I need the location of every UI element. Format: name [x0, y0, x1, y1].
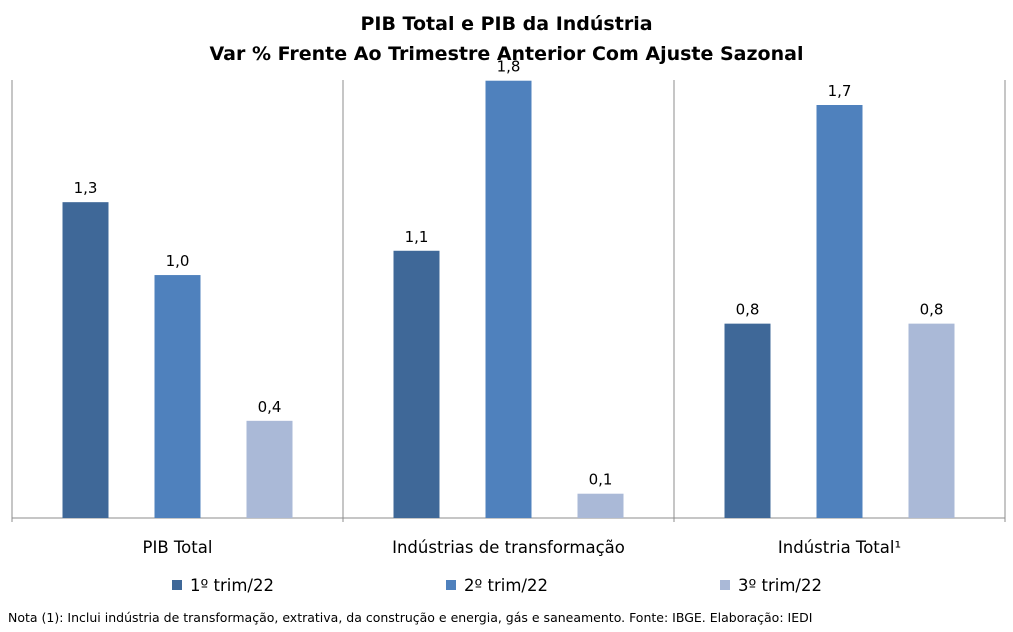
chart-title: PIB Total e PIB da Indústria	[360, 13, 653, 35]
bar	[816, 105, 863, 518]
category-label: Indústria Total¹	[778, 538, 901, 557]
data-label: 0,4	[258, 398, 282, 416]
data-label: 1,0	[166, 252, 190, 270]
footnote: Nota (1): Inclui indústria de transforma…	[8, 610, 813, 625]
data-label: 1,3	[74, 179, 98, 197]
bar	[724, 323, 771, 518]
data-label: 0,8	[736, 301, 760, 319]
legend-swatch	[446, 580, 456, 590]
data-label: 0,8	[920, 301, 944, 319]
data-label: 0,1	[589, 471, 613, 489]
legend-label: 2º trim/22	[464, 576, 548, 595]
bar	[577, 493, 624, 518]
data-label: 1,7	[828, 82, 852, 100]
bar	[154, 275, 201, 518]
legend-swatch	[172, 580, 182, 590]
bar	[62, 202, 109, 519]
bar	[393, 250, 440, 518]
bar	[246, 420, 293, 518]
chart-subtitle: Var % Frente Ao Trimestre Anterior Com A…	[209, 43, 804, 65]
category-label: Indústrias de transformação	[392, 538, 625, 557]
bar	[908, 323, 955, 518]
bar	[485, 80, 532, 519]
legend-label: 1º trim/22	[190, 576, 274, 595]
legend-label: 3º trim/22	[738, 576, 822, 595]
category-label: PIB Total	[143, 538, 213, 557]
data-label: 1,1	[405, 228, 429, 246]
data-label: 1,8	[497, 58, 521, 76]
legend-swatch	[720, 580, 730, 590]
